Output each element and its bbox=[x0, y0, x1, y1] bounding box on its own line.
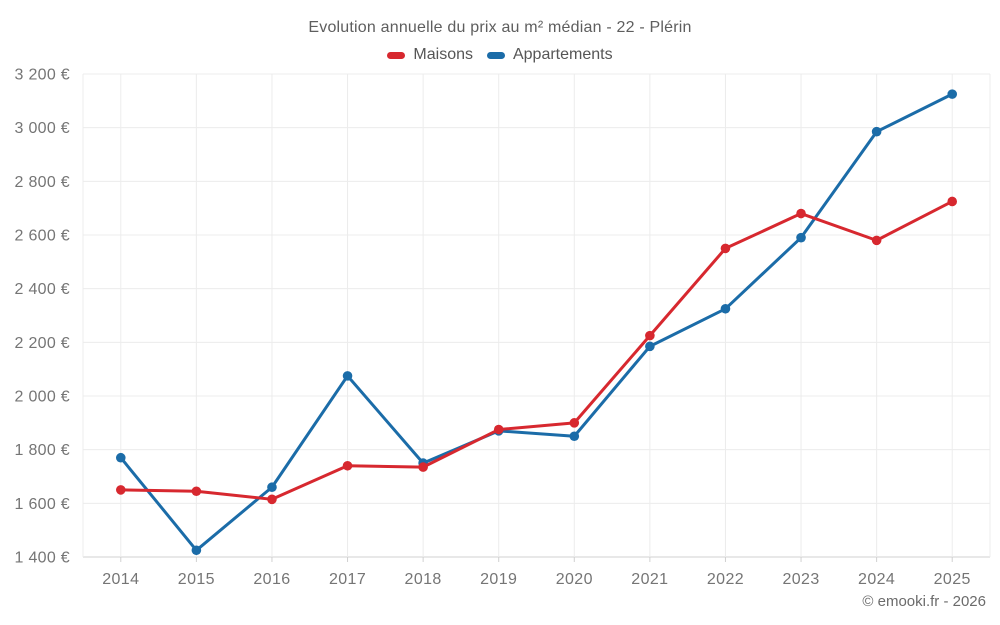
appartements-line bbox=[119, 92, 954, 552]
appartements-point-2017[interactable] bbox=[342, 371, 353, 381]
appartements-point-2015[interactable] bbox=[191, 545, 202, 556]
x-axis-tick-label: 2020 bbox=[556, 571, 593, 588]
maisons-point-2025[interactable] bbox=[947, 196, 958, 207]
maisons-point-2017[interactable] bbox=[342, 460, 353, 471]
maisons-line bbox=[119, 199, 954, 501]
y-axis-tick-label: 2 800 € bbox=[15, 174, 70, 191]
copyright-footer: © emooki.fr - 2026 bbox=[862, 593, 986, 610]
x-axis-tick-label: 2021 bbox=[631, 571, 668, 588]
maisons-point-2016[interactable] bbox=[267, 494, 277, 505]
appartements-point-2021[interactable] bbox=[645, 341, 655, 352]
appartements-point-2023[interactable] bbox=[796, 232, 806, 243]
maisons-point-2021[interactable] bbox=[645, 330, 655, 341]
maisons-point-2024[interactable] bbox=[871, 235, 882, 246]
x-axis-tick-label: 2014 bbox=[102, 571, 139, 588]
x-axis-tick-label: 2022 bbox=[707, 571, 744, 588]
legend-item-maisons[interactable]: Maisons bbox=[387, 46, 473, 64]
y-axis-tick-label: 3 200 € bbox=[15, 67, 70, 84]
x-axis-tick-label: 2016 bbox=[253, 571, 290, 588]
legend-label-appartements: Appartements bbox=[512, 46, 613, 63]
y-axis-tick-label: 3 000 € bbox=[15, 120, 70, 137]
x-axis-tick-label: 2018 bbox=[405, 571, 442, 588]
y-axis-tick-label: 2 600 € bbox=[15, 228, 70, 245]
x-axis-tick-label: 2015 bbox=[178, 571, 215, 588]
appartements-point-2025[interactable] bbox=[947, 89, 958, 99]
maisons-point-2014[interactable] bbox=[115, 485, 126, 495]
x-axis-tick-label: 2025 bbox=[934, 571, 971, 588]
legend-label-maisons: Maisons bbox=[413, 46, 473, 63]
y-axis-tick-label: 1 400 € bbox=[15, 550, 70, 567]
maisons-point-2015[interactable] bbox=[191, 486, 202, 497]
maisons-point-2018[interactable] bbox=[418, 462, 428, 472]
y-axis-tick-label: 2 200 € bbox=[15, 335, 70, 352]
y-axis-tick-label: 1 800 € bbox=[15, 442, 70, 459]
y-axis-tick-label: 2 400 € bbox=[15, 281, 70, 298]
x-axis-tick-label: 2024 bbox=[858, 571, 895, 588]
maisons-point-2020[interactable] bbox=[569, 418, 580, 428]
maisons-point-2019[interactable] bbox=[493, 424, 504, 435]
appartements-point-2022[interactable] bbox=[720, 303, 731, 314]
maisons-series-swatch-icon bbox=[387, 51, 406, 59]
x-axis-tick-label: 2017 bbox=[329, 571, 366, 588]
appartements-point-2024[interactable] bbox=[871, 126, 882, 137]
x-axis-tick-label: 2019 bbox=[480, 571, 517, 588]
y-axis-tick-label: 1 600 € bbox=[15, 496, 70, 513]
x-axis-tick-label: 2023 bbox=[782, 571, 819, 588]
chart-legend: Maisons Appartements bbox=[0, 46, 1000, 64]
appartements-point-2020[interactable] bbox=[569, 431, 580, 442]
maisons-point-2022[interactable] bbox=[720, 243, 731, 254]
legend-item-appartements[interactable]: Appartements bbox=[486, 46, 613, 64]
y-axis-tick-label: 2 000 € bbox=[15, 389, 70, 406]
chart-title: Evolution annuelle du prix au m² médian … bbox=[308, 19, 692, 36]
appartements-point-2016[interactable] bbox=[267, 482, 277, 493]
maisons-point-2023[interactable] bbox=[796, 208, 806, 219]
appartements-series-swatch-icon bbox=[486, 51, 505, 59]
appartements-point-2014[interactable] bbox=[115, 452, 126, 463]
